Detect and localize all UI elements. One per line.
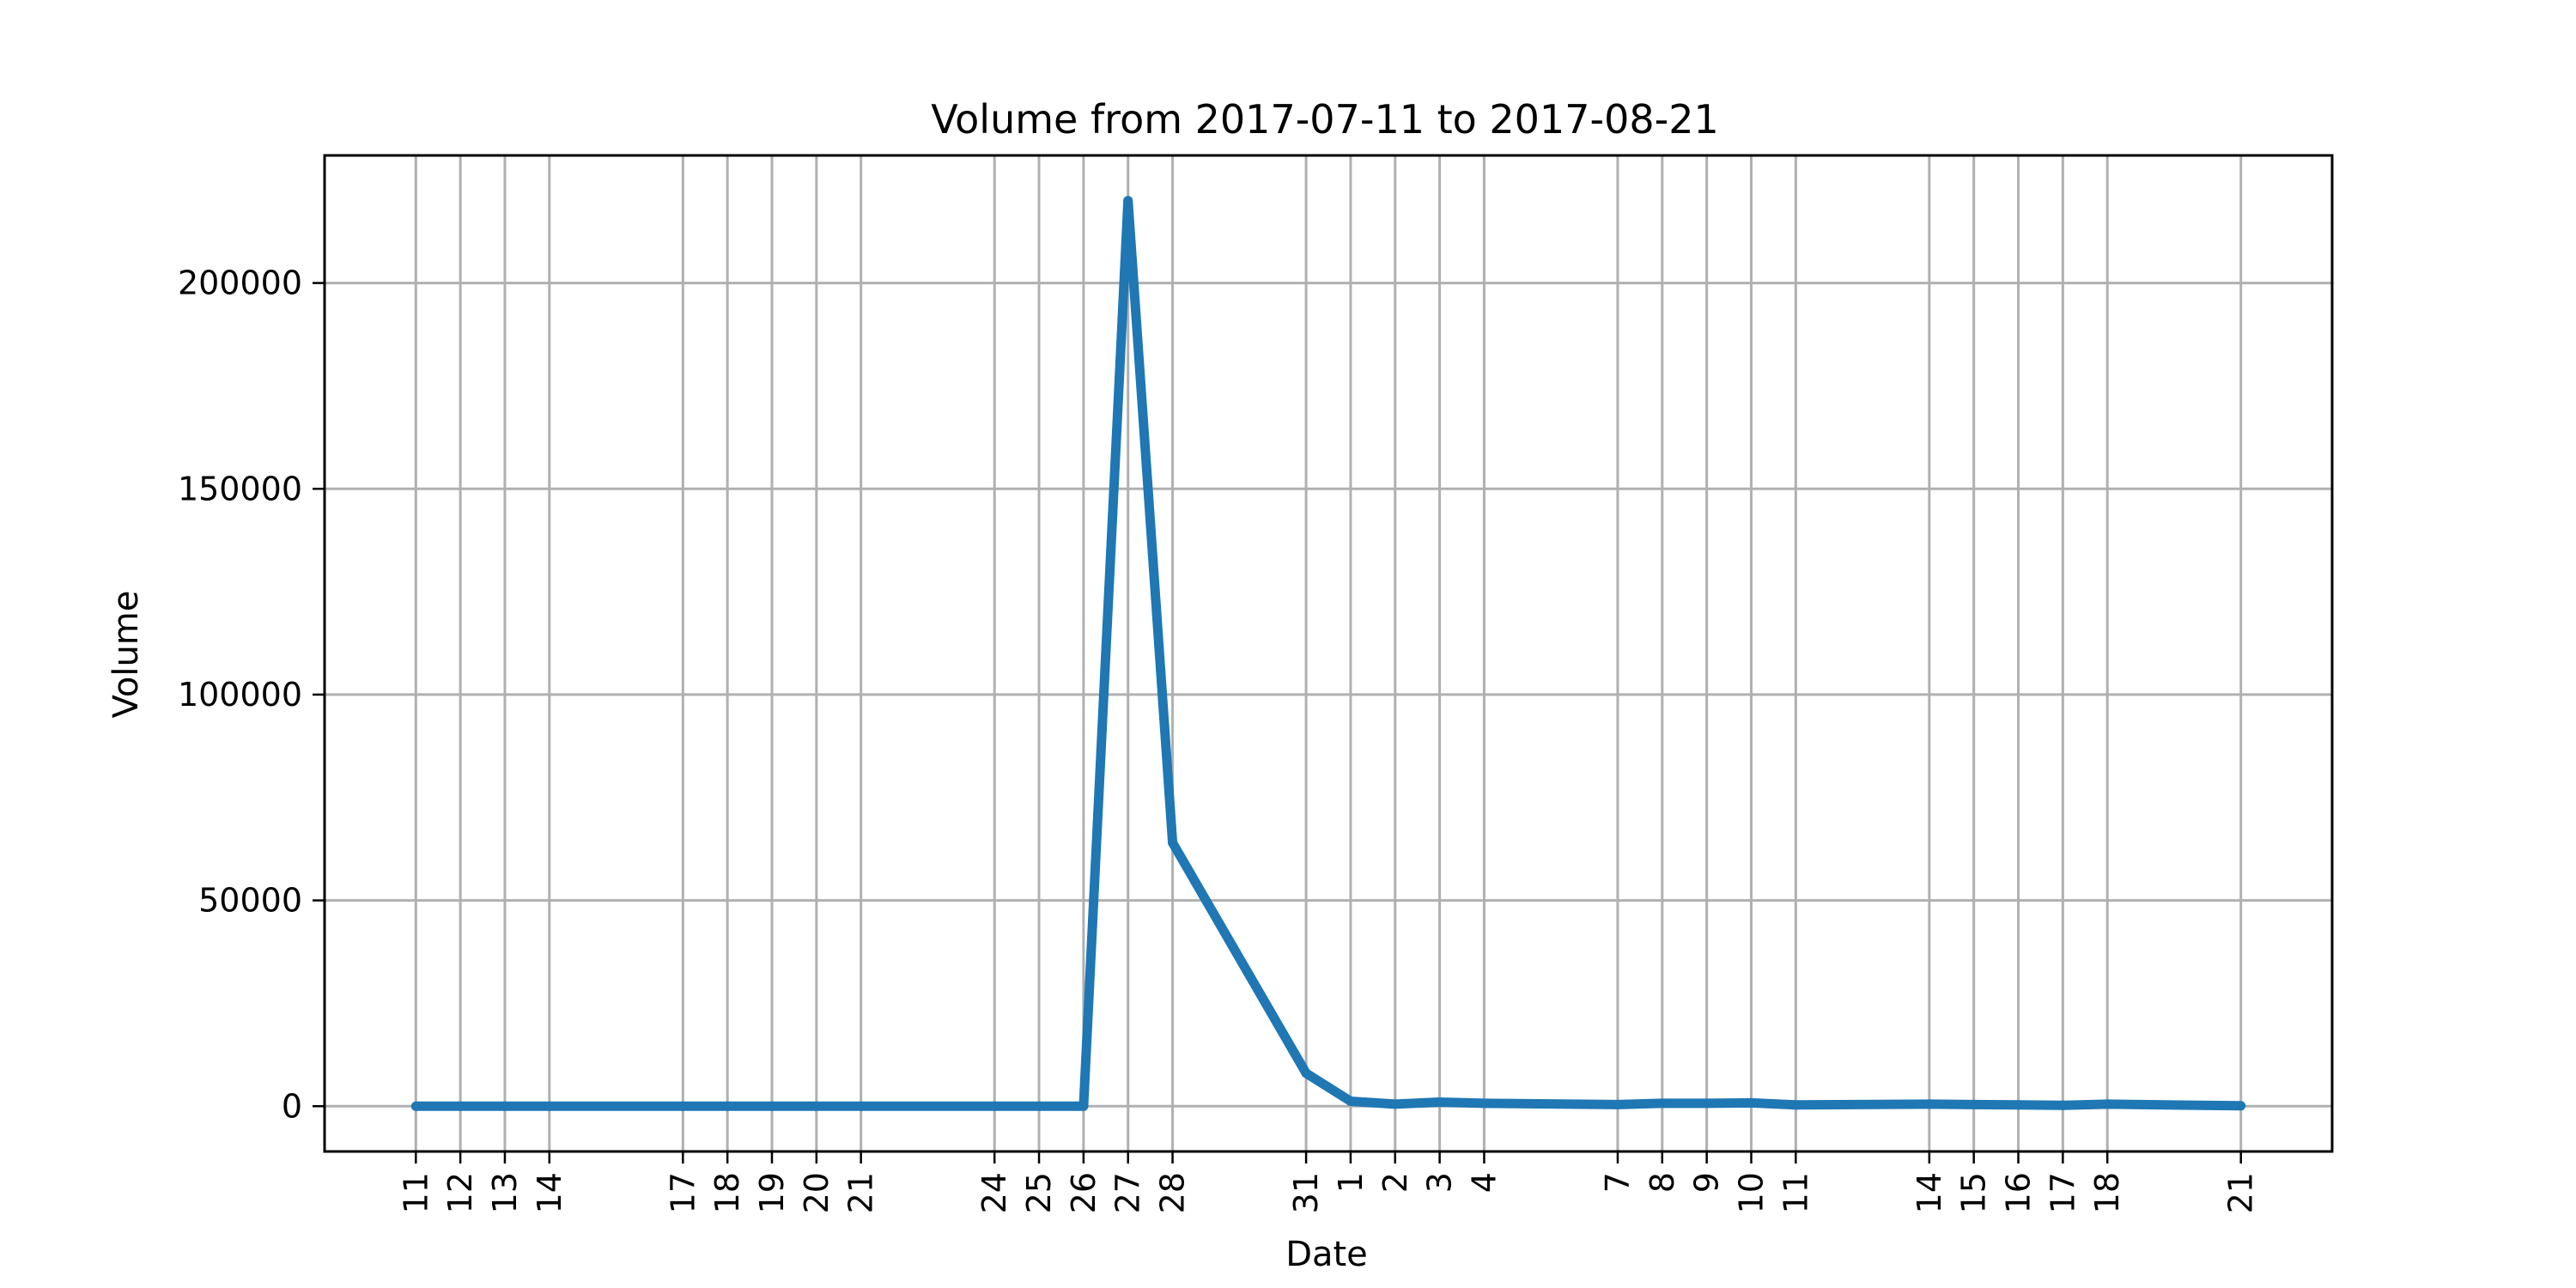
x-tick-label: 9 — [1688, 1172, 1726, 1193]
ticks-layer: 11 12 13 14 17 18 19 20 21 24 25 26 27 28 31 1 2 3 4 7 8 9 10 1… — [178, 264, 2260, 1214]
x-tick-label: 31 — [1287, 1172, 1325, 1213]
data-point — [455, 1101, 465, 1111]
data-point — [722, 1101, 732, 1111]
data-point — [989, 1101, 999, 1111]
data-point — [856, 1101, 866, 1111]
x-tick-label: 17 — [2044, 1172, 2081, 1213]
data-point — [1168, 838, 1178, 848]
x-tick-label: 1 — [1332, 1172, 1370, 1193]
x-tick-label: 18 — [708, 1172, 746, 1213]
data-point — [1301, 1068, 1311, 1078]
x-tick-label: 10 — [1732, 1172, 1770, 1213]
x-tick-label: 28 — [1154, 1172, 1192, 1213]
x-tick-label: 7 — [1599, 1172, 1637, 1193]
x-tick-label: 4 — [1465, 1172, 1503, 1193]
data-point — [1657, 1098, 1668, 1109]
x-tick-label: 25 — [1020, 1172, 1058, 1213]
data-point — [1924, 1099, 1935, 1109]
data-point — [1747, 1097, 1756, 1108]
y-tick-label: 100000 — [178, 676, 302, 714]
x-tick-label: 26 — [1065, 1172, 1103, 1213]
data-point — [1479, 1098, 1489, 1109]
data-point — [1790, 1100, 1801, 1110]
y-tick-label: 150000 — [178, 470, 302, 507]
data-point — [1702, 1098, 1712, 1109]
data-point — [1390, 1099, 1400, 1109]
chart-title: Volume from 2017-07-11 to 2017-08-21 — [931, 96, 1718, 143]
data-point — [500, 1101, 510, 1111]
x-tick-label: 17 — [664, 1172, 702, 1213]
data-point — [2014, 1100, 2023, 1110]
data-point — [1346, 1097, 1356, 1106]
x-tick-label: 13 — [486, 1172, 524, 1213]
x-tick-label: 12 — [441, 1172, 479, 1213]
y-tick-label: 50000 — [198, 882, 302, 920]
plot-frame — [323, 154, 2334, 1153]
data-point — [1078, 1101, 1089, 1111]
x-tick-label: 21 — [2222, 1172, 2260, 1213]
data-point — [677, 1101, 688, 1111]
data-point — [1034, 1101, 1044, 1111]
x-tick-label: 14 — [531, 1172, 568, 1213]
x-tick-label: 21 — [842, 1172, 880, 1213]
data-point — [1123, 196, 1133, 206]
x-tick-label: 18 — [2088, 1172, 2126, 1213]
data-point — [811, 1101, 822, 1111]
x-tick-label: 3 — [1421, 1172, 1459, 1193]
x-tick-label: 11 — [1777, 1172, 1814, 1213]
x-tick-label: 11 — [397, 1172, 434, 1213]
x-tick-label: 15 — [1955, 1172, 1993, 1213]
data-point — [1435, 1097, 1445, 1107]
x-tick-label: 20 — [798, 1172, 835, 1213]
y-axis-label: Volume — [106, 591, 146, 719]
series-layer — [410, 196, 2246, 1111]
x-tick-label: 27 — [1109, 1172, 1147, 1213]
y-tick-label: 0 — [282, 1087, 302, 1125]
x-tick-label: 24 — [975, 1172, 1013, 1213]
data-point — [2102, 1099, 2112, 1109]
x-tick-label: 2 — [1376, 1172, 1414, 1193]
data-point — [2236, 1101, 2246, 1111]
x-tick-label: 19 — [753, 1172, 791, 1213]
x-axis-label: Date — [1285, 1235, 1368, 1274]
data-point — [2057, 1100, 2068, 1110]
x-tick-label: 8 — [1643, 1172, 1681, 1193]
data-point — [1969, 1099, 1979, 1109]
x-tick-label: 16 — [2000, 1172, 2038, 1213]
series-line — [416, 196, 2241, 1111]
grid-layer — [325, 155, 2332, 1151]
y-tick-label: 200000 — [178, 264, 302, 302]
data-point — [767, 1101, 777, 1111]
data-point — [544, 1101, 555, 1111]
data-point — [1613, 1099, 1623, 1109]
data-point — [410, 1101, 421, 1111]
x-tick-label: 14 — [1911, 1172, 1948, 1213]
